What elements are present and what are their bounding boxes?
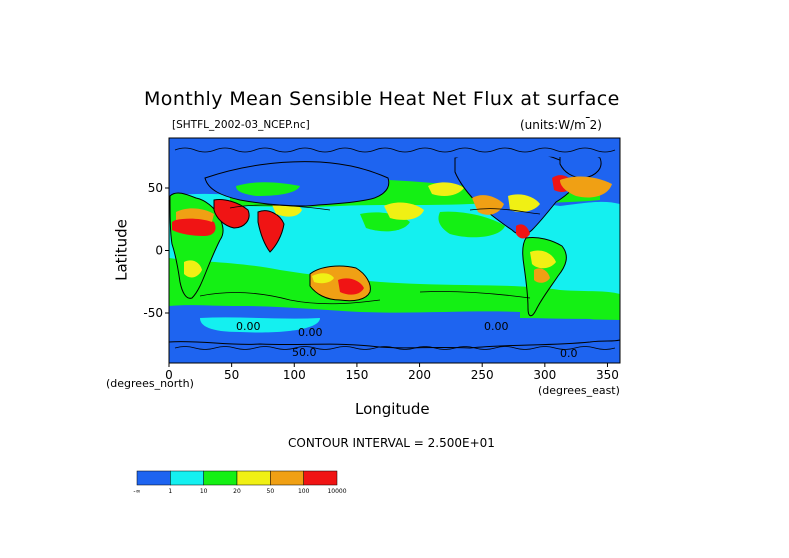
x-tick-label-0: 0 <box>165 368 173 382</box>
colorbar-swatch-5 <box>303 470 338 486</box>
map-area: 0.00 0.00 0.00 50.0 0.0 <box>168 137 621 364</box>
australia-yellow <box>312 273 334 284</box>
x-tick-label-4: 200 <box>408 368 431 382</box>
green-patch-east <box>438 211 505 238</box>
africa-warm <box>176 208 214 222</box>
north-atlantic-warm <box>560 176 612 198</box>
x-axis-label: Longitude <box>355 400 430 418</box>
asia-green <box>236 182 300 196</box>
pacific-yellow-2 <box>428 182 464 196</box>
central-america <box>516 224 530 239</box>
green-band <box>169 258 620 322</box>
y-ticks: 50 0 -50 <box>143 181 169 320</box>
x-tick-label-5: 250 <box>471 368 494 382</box>
australia-hot <box>338 278 364 295</box>
na-yellow <box>508 194 540 212</box>
x-tick-label-3: 150 <box>345 368 368 382</box>
x-tick-label-2: 100 <box>283 368 306 382</box>
colorbar-swatch-3 <box>236 470 271 486</box>
contour-lines <box>174 147 616 350</box>
contour-interval-label: CONTOUR INTERVAL = 2.500E+01 <box>288 436 495 450</box>
arctic-band <box>169 138 620 160</box>
y-tick-label-2: -50 <box>143 306 163 320</box>
x-tick-label-1: 50 <box>224 368 239 382</box>
y-tick-label-1: 0 <box>155 244 163 258</box>
x-tick-label-6: 300 <box>533 368 556 382</box>
colorbar-label-0: -∞ <box>133 488 140 495</box>
x-tick-label-7: 350 <box>596 368 619 382</box>
file-label: [SHTFL_2002-03_NCEP.nc] <box>172 119 310 131</box>
contour-label-3: 0.00 <box>484 320 509 333</box>
contour-label-4: 50.0 <box>292 346 317 359</box>
na-warm <box>472 195 504 215</box>
colorbar-swatch-1 <box>170 470 204 486</box>
colorbar-label-3: 20 <box>233 488 241 495</box>
colorbar-label-2: 10 <box>200 488 208 495</box>
contour-label-2: 0.00 <box>298 326 323 339</box>
chart-title: Monthly Mean Sensible Heat Net Flux at s… <box>144 88 620 110</box>
colorbar-label-6: 10000 <box>327 488 346 495</box>
south-cyan-patch <box>200 317 320 333</box>
colorbar-swatch-2 <box>203 470 238 486</box>
south-green-patch <box>520 295 610 319</box>
africa-hot <box>172 216 216 236</box>
units-label: (units:W/m 2) <box>520 118 602 132</box>
contour-label-5: 0.0 <box>560 347 578 360</box>
colorbar: -∞ 1 10 20 50 100 10000 <box>133 470 347 495</box>
y-unit-label: (degrees_north) <box>106 377 194 390</box>
contour-label-1: 0.00 <box>236 320 261 333</box>
pacific-yellow-1 <box>384 202 424 220</box>
sa-yellow <box>530 250 556 269</box>
colorbar-label-5: 100 <box>298 488 310 495</box>
africa-south-warm <box>184 260 202 278</box>
contour-labels: 0.00 0.00 0.00 50.0 0.0 <box>236 320 578 360</box>
colorbar-swatch-4 <box>270 470 304 486</box>
x-unit-label: (degrees_east) <box>538 384 620 397</box>
x-ticks: 0 50 100 150 200 250 300 350 <box>165 363 619 382</box>
y-tick-label-0: 50 <box>148 181 163 195</box>
colorbar-label-1: 1 <box>168 488 172 495</box>
antarctica <box>168 339 621 364</box>
colorbar-swatch-0 <box>136 470 171 486</box>
sa-warm <box>534 268 550 283</box>
india <box>257 210 285 253</box>
colorbar-label-4: 50 <box>267 488 275 495</box>
